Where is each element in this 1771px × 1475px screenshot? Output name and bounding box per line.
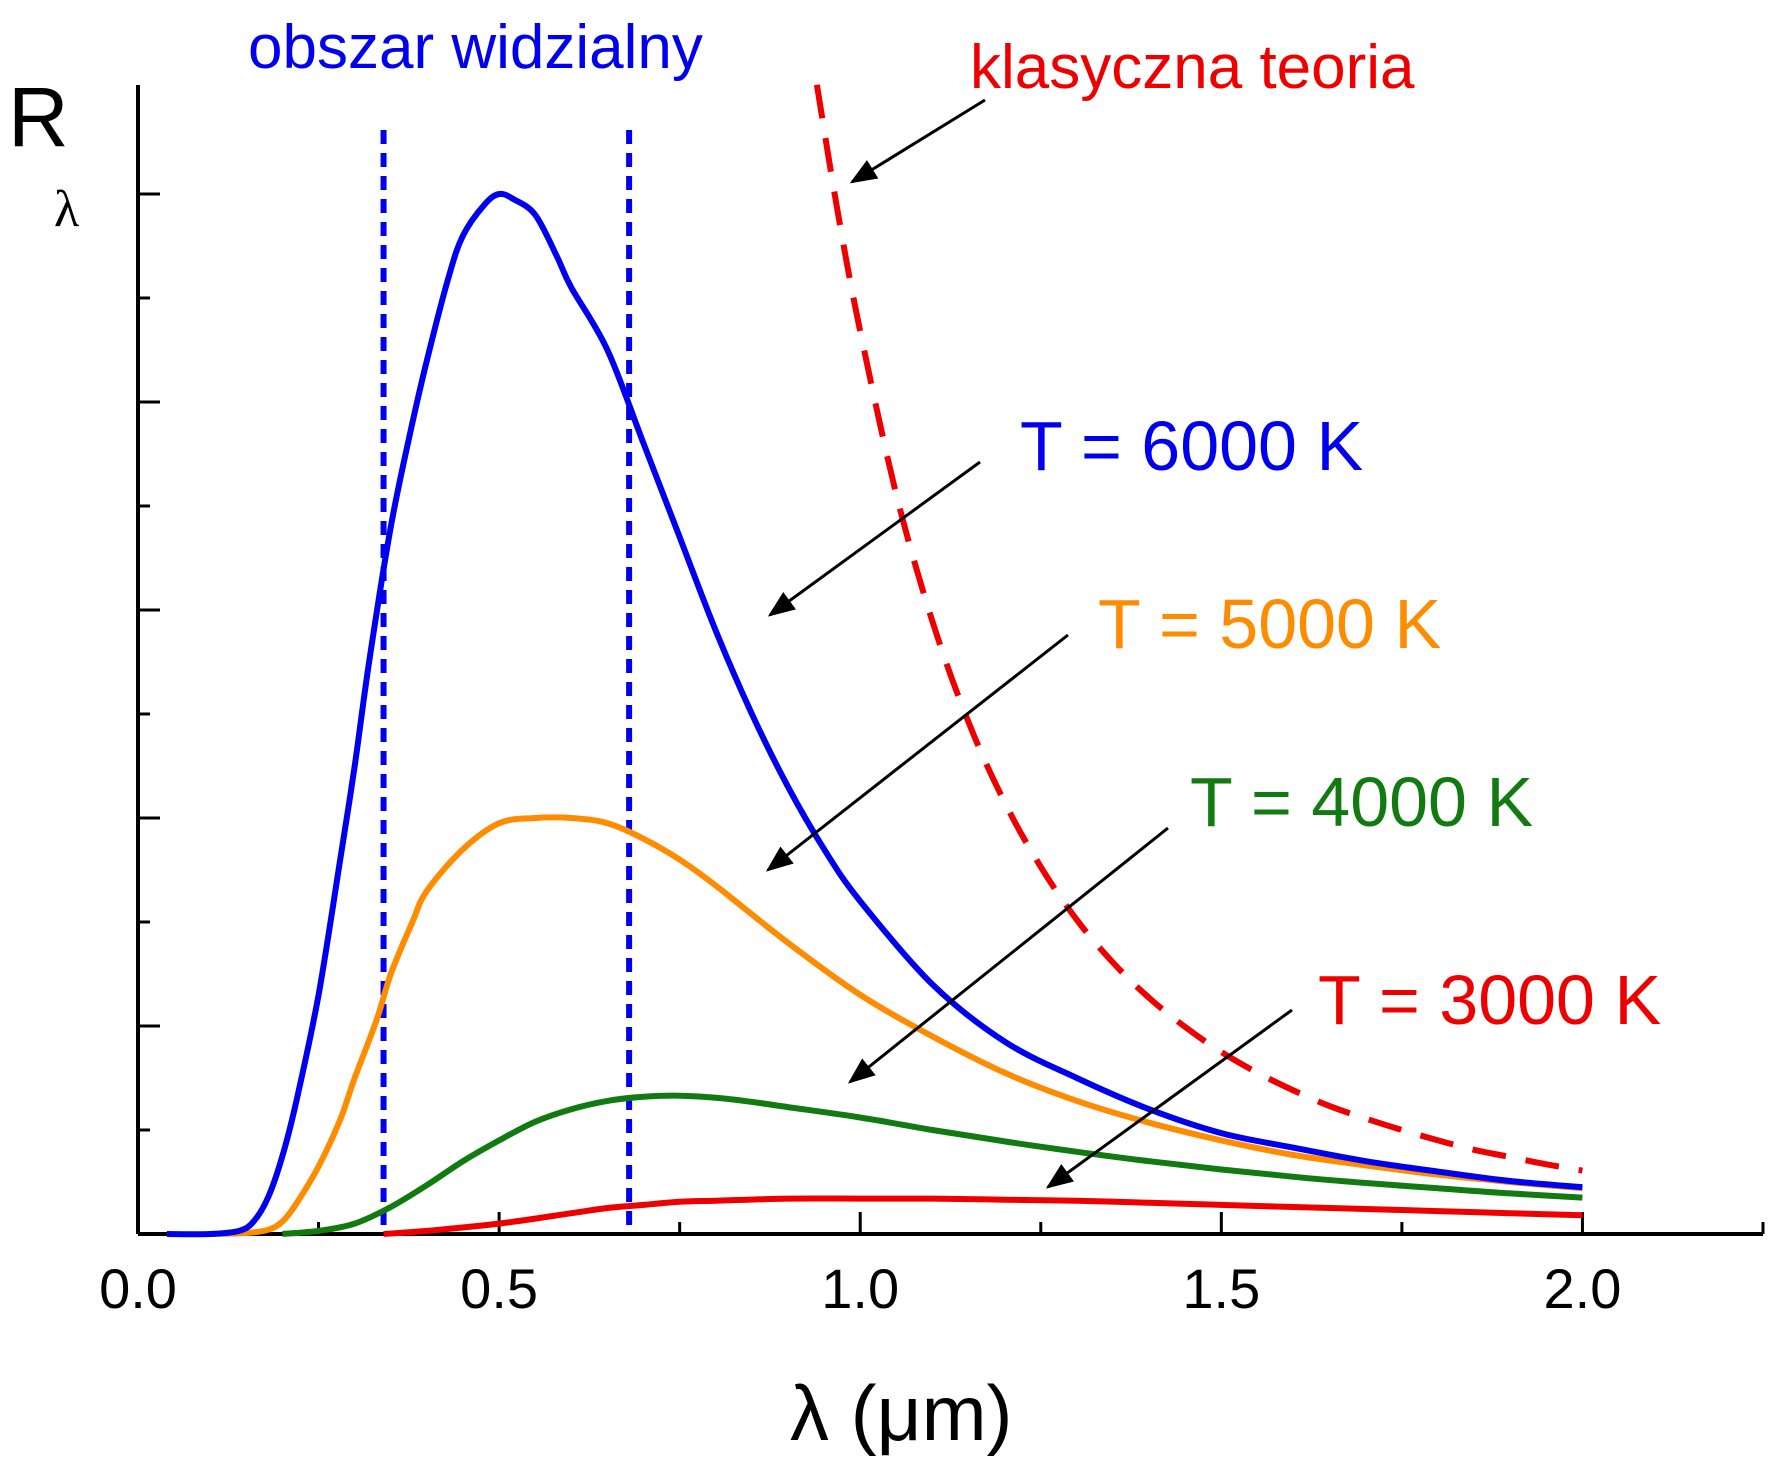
label-t5000: T = 5000 K [1098, 585, 1441, 663]
axes: 0.0 0.5 1.0 1.5 2.0 [99, 85, 1765, 1320]
curve-t5000 [210, 814, 1583, 1237]
label-t4000: T = 4000 K [1190, 763, 1533, 841]
x-tick-label: 0.5 [460, 1257, 538, 1320]
arrow-t5000 [765, 633, 1069, 872]
visible-region-label: obszar widzialny [248, 13, 703, 82]
classical-theory-label: klasyczna teoria [970, 33, 1415, 102]
y-axis-label-sub: λ [54, 181, 79, 238]
curve-t6000 [166, 190, 1583, 1238]
x-tick-label: 1.5 [1182, 1257, 1260, 1320]
curve-t3000 [383, 1195, 1583, 1237]
x-axis-title: λ (μm) [790, 1369, 1013, 1457]
label-t3000: T = 3000 K [1318, 961, 1661, 1039]
arrow-t3000 [1045, 1008, 1293, 1189]
x-tick-label: 0.0 [99, 1257, 177, 1320]
x-tick-label: 2.0 [1544, 1257, 1622, 1320]
label-t6000: T = 6000 K [1020, 407, 1363, 485]
curve-classical-theory [813, 84, 1583, 1174]
visible-region-lines [380, 130, 633, 1234]
curve-t4000 [282, 1092, 1583, 1237]
annotation-arrows [765, 98, 1293, 1189]
arrow-classical [849, 98, 986, 184]
arrow-t4000 [847, 826, 1169, 1084]
curves [166, 84, 1583, 1238]
y-axis-label-main: R [8, 70, 69, 164]
arrow-t6000 [767, 460, 981, 617]
x-tick-label: 1.0 [821, 1257, 899, 1320]
